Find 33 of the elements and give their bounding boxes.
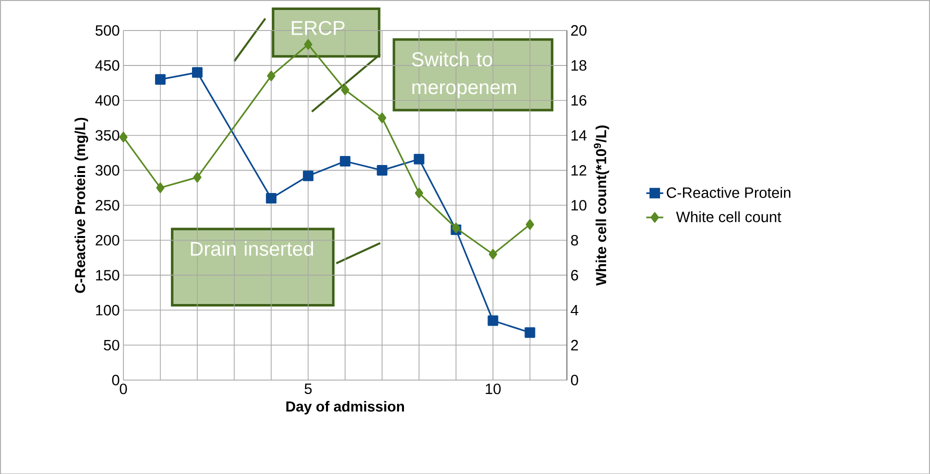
y2-tick-label: 14 (572, 130, 587, 140)
y2-tick-label: 2 (571, 340, 578, 350)
y-tick-label: 50 (104, 340, 120, 350)
y2-tick-label: 20 (571, 24, 586, 36)
x-tick-label: 10 (486, 383, 501, 394)
annotation: Drain inserted (190, 241, 314, 256)
y-tick-label: 200 (96, 234, 120, 246)
y-tick-label: 100 (96, 304, 120, 316)
y2-tick-label: 10 (572, 200, 586, 210)
legend-label: C-Reactive Protein (666, 186, 790, 198)
y-tick-label: 450 (95, 60, 120, 70)
y-tick-label: 500 (96, 24, 120, 36)
annotation: ERCP (292, 20, 344, 35)
x-tick-label: 5 (304, 383, 312, 394)
y-tick-label: 0 (112, 374, 120, 386)
y2-tick-label: 0 (570, 374, 578, 386)
y-axis-title: C-Reactive Protein (mg/L) (74, 118, 88, 293)
y2-tick-label: 4 (570, 304, 578, 316)
y-tick-label: 350 (96, 130, 120, 140)
x-axis-title: Day of admission (286, 400, 404, 414)
y2-tick-label: 8 (571, 234, 578, 246)
x-tick-label: 0 (120, 383, 127, 394)
y-tick-label: 250 (96, 200, 120, 210)
y2-tick-label: 16 (572, 94, 586, 106)
y2-tick-label: 6 (571, 270, 578, 280)
y-tick-label: 400 (95, 94, 120, 106)
y2-tick-label: 18 (572, 60, 586, 70)
y-tick-label: 300 (96, 164, 120, 176)
y2-axis-title: White cell count(*10$^{9}$/L) (594, 125, 610, 286)
y2-tick-label: 12 (572, 164, 586, 176)
y-tick-label: 150 (96, 270, 120, 280)
annotation: Switch to meropenem (412, 52, 516, 98)
legend-label: White cell count (676, 211, 782, 222)
